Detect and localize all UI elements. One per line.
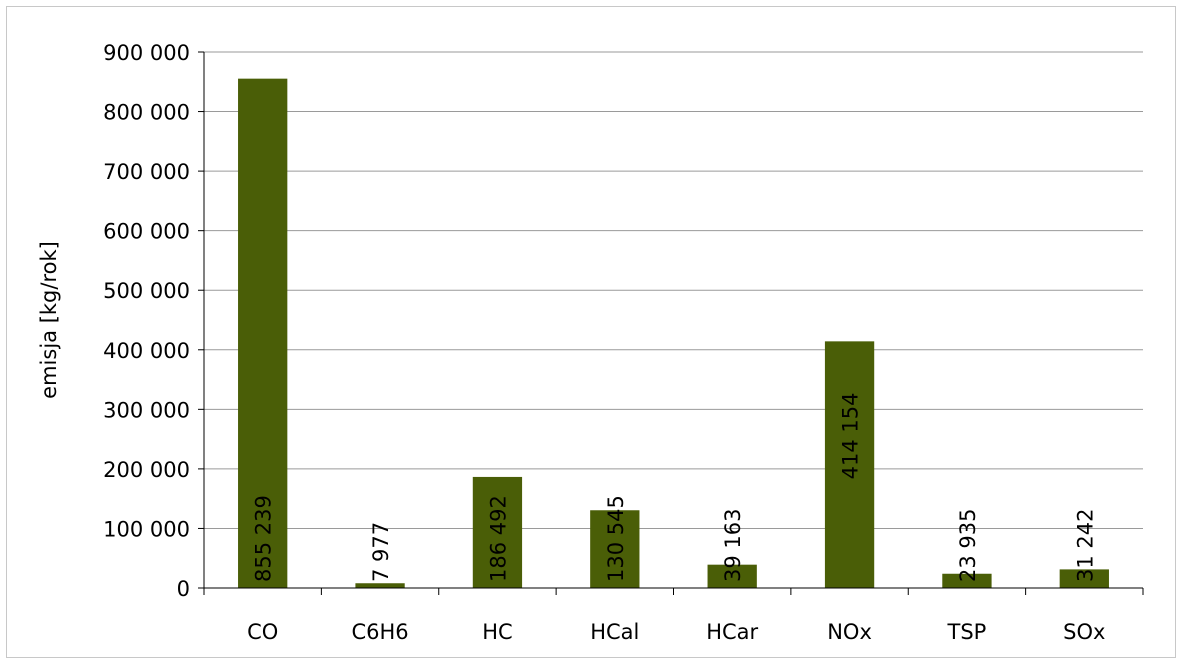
x-tick-label: HC	[482, 620, 512, 644]
value-label: 7 977	[369, 522, 393, 582]
y-tick-label: 600 000	[103, 220, 190, 244]
y-tick-label: 0	[177, 577, 190, 601]
x-tick-label: TSP	[947, 620, 987, 644]
value-label: 130 545	[604, 495, 628, 582]
x-tick-label: SOx	[1063, 620, 1105, 644]
y-tick-label: 800 000	[103, 101, 190, 125]
value-label: 31 242	[1073, 509, 1097, 582]
x-tick-label: HCal	[590, 620, 639, 644]
value-label: 186 492	[486, 495, 510, 582]
y-tick-label: 700 000	[103, 160, 190, 184]
bar-hc	[472, 476, 523, 588]
bar-c6h6	[355, 583, 405, 588]
bar-nox	[824, 341, 875, 588]
gridlines	[204, 51, 1143, 529]
bars	[238, 78, 1109, 589]
bar-hcal	[590, 510, 640, 588]
x-tick-label: C6H6	[351, 620, 408, 644]
value-label: 855 239	[252, 495, 276, 582]
bar-tsp	[942, 573, 992, 588]
y-tick-label: 300 000	[103, 398, 190, 422]
x-tick-label: CO	[247, 620, 278, 644]
y-tick-label: 100 000	[103, 517, 190, 541]
value-label: 414 154	[839, 393, 863, 480]
axes	[198, 51, 1144, 595]
y-axis-title: emisja [kg/rok]	[37, 241, 61, 399]
y-tick-label: 200 000	[103, 458, 190, 482]
labels: 0 100 000 200 000 300 000 400 000 500 000 600 …	[103, 41, 1105, 644]
y-tick-label: 400 000	[103, 339, 190, 363]
y-tick-label: 500 000	[103, 279, 190, 303]
y-tick-label: 900 000	[103, 41, 190, 65]
value-label: 23 935	[956, 509, 980, 582]
bar-co	[238, 78, 288, 589]
x-tick-label: NOx	[827, 620, 872, 644]
value-label: 39 163	[721, 509, 745, 582]
bar-sox	[1059, 569, 1109, 588]
bar-hcar	[707, 564, 757, 588]
x-tick-label: HCar	[706, 620, 758, 644]
